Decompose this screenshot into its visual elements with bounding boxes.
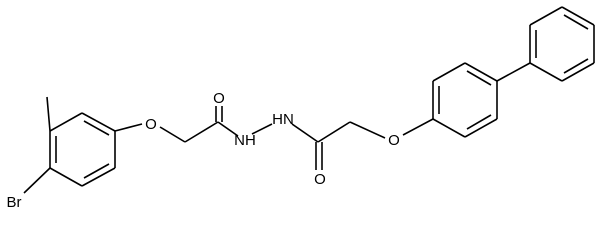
atom-label: HN xyxy=(272,111,294,128)
atom-label: O xyxy=(213,90,225,107)
atom-label: NH xyxy=(234,132,256,149)
molecule-diagram: Br O O NH HN O O xyxy=(7,6,595,211)
atom-label: O xyxy=(388,132,400,149)
atom-label: O xyxy=(314,171,326,188)
atom-label: Br xyxy=(7,194,22,211)
bonds xyxy=(23,6,595,194)
atom-label: O xyxy=(145,116,157,133)
